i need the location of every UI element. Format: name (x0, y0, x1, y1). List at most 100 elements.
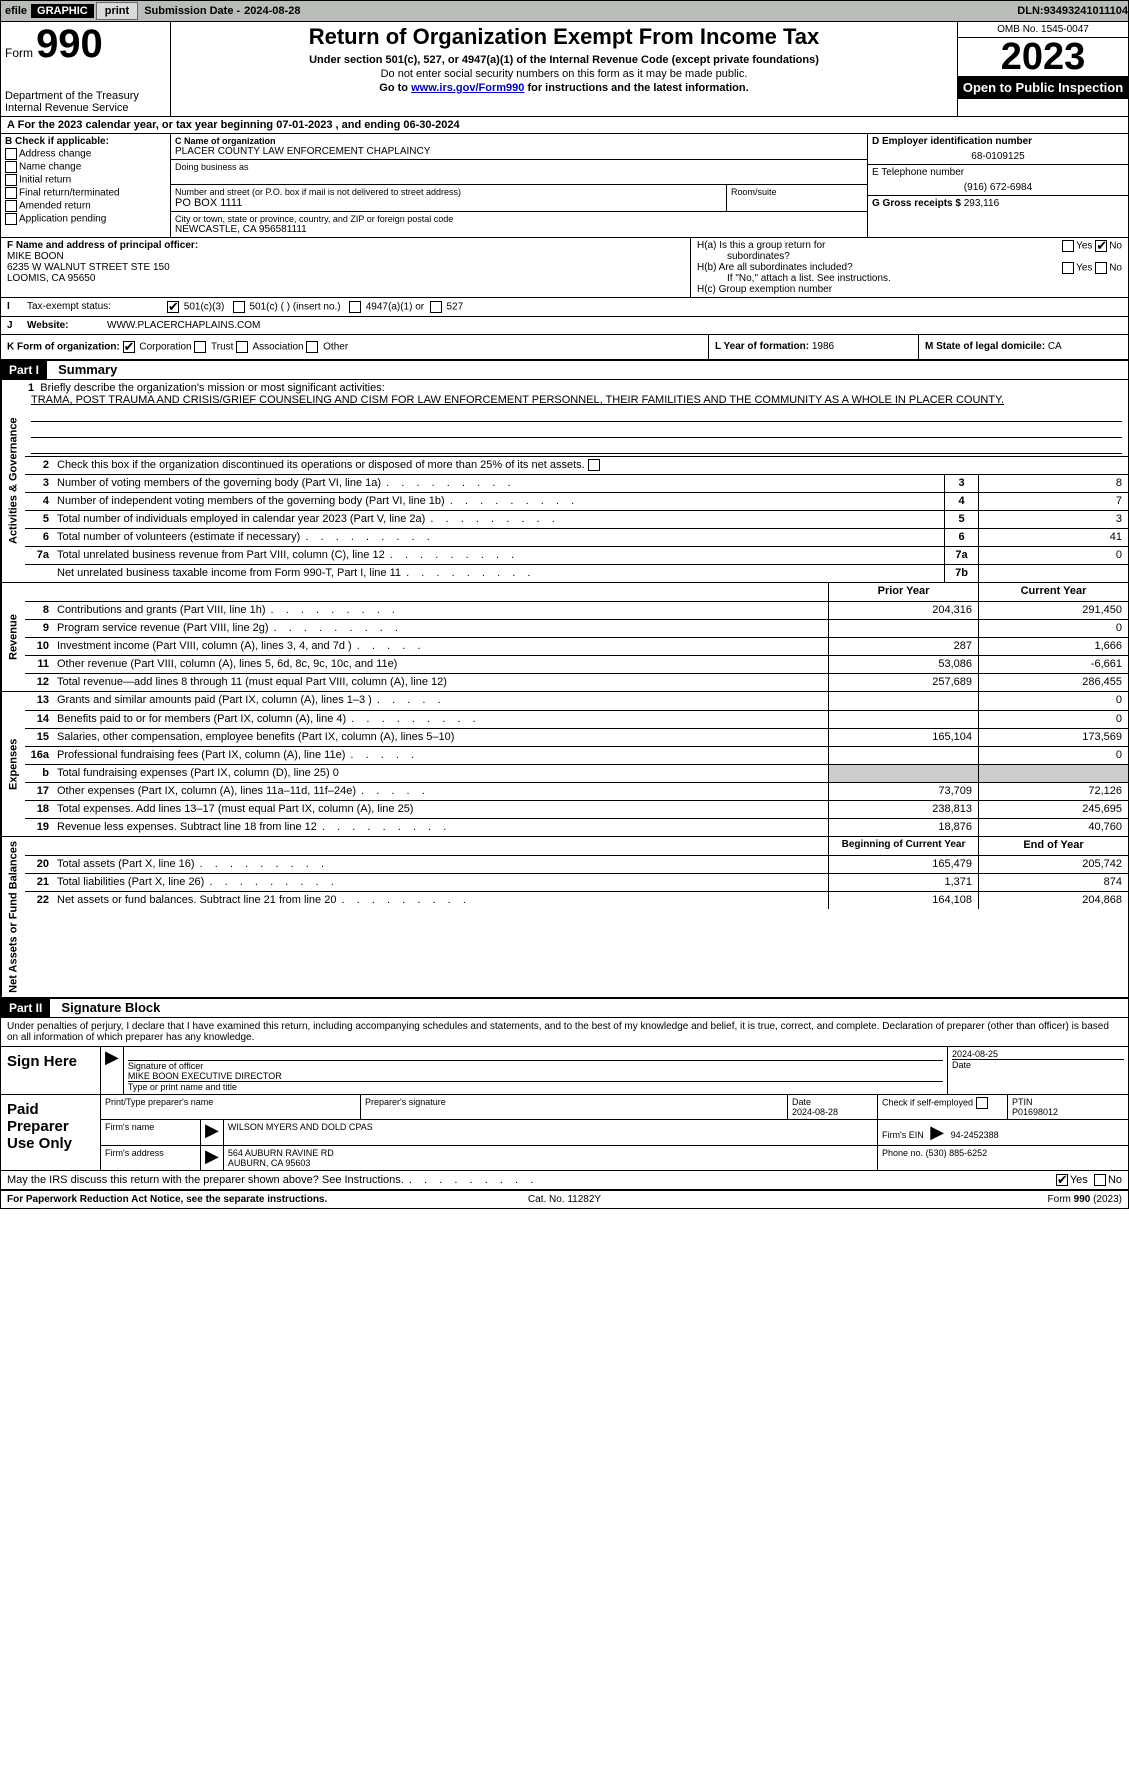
city-label: City or town, state or province, country… (175, 214, 863, 224)
line10-curr: 1,666 (978, 638, 1128, 655)
opt-corp: Corporation (139, 342, 191, 353)
chk-discontinued[interactable] (588, 459, 600, 471)
firm-ein-value: 94-2452388 (951, 1130, 999, 1140)
chk-trust[interactable] (194, 341, 206, 353)
ha-yes-chk[interactable] (1062, 240, 1074, 252)
ha-yes: Yes (1076, 241, 1092, 252)
firm-addr-1: 564 AUBURN RAVINE RD (228, 1148, 873, 1158)
line3-text: Number of voting members of the governin… (53, 475, 944, 492)
irs-link[interactable]: www.irs.gov/Form990 (411, 82, 524, 94)
line4-text: Number of independent voting members of … (53, 493, 944, 510)
discuss-yes-chk[interactable] (1056, 1174, 1068, 1186)
paid-preparer-label: Paid Preparer Use Only (1, 1095, 101, 1170)
line11-prior: 53,086 (828, 656, 978, 673)
year-formation-value: 1986 (812, 341, 834, 352)
line22-text: Net assets or fund balances. Subtract li… (53, 892, 828, 909)
print-button[interactable]: print (96, 2, 138, 20)
opt-initial-return: Initial return (19, 175, 71, 186)
dba-label: Doing business as (175, 162, 863, 172)
box-b: B Check if applicable: Address change Na… (1, 134, 171, 237)
part1-num: Part I (1, 361, 47, 379)
chk-address-change[interactable] (5, 148, 17, 160)
addr-value: PO BOX 1111 (175, 197, 722, 209)
ssn-note: Do not enter social security numbers on … (177, 68, 951, 80)
line17-text: Other expenses (Part IX, column (A), lin… (53, 783, 828, 800)
chk-assoc[interactable] (236, 341, 248, 353)
section-expenses: Expenses 13Grants and similar amounts pa… (1, 692, 1128, 837)
section-activities-governance: Activities & Governance 1 Briefly descri… (1, 380, 1128, 583)
phone-value: (916) 672-6984 (872, 182, 1124, 193)
chk-4947[interactable] (349, 301, 361, 313)
line10-prior: 287 (828, 638, 978, 655)
chk-corp[interactable] (123, 341, 135, 353)
line22-prior: 164,108 (828, 892, 978, 909)
line21-text: Total liabilities (Part X, line 26) (53, 874, 828, 891)
chk-name-change[interactable] (5, 161, 17, 173)
officer-label: F Name and address of principal officer: (7, 240, 684, 251)
line7b-val (978, 565, 1128, 582)
opt-name-change: Name change (19, 162, 81, 173)
officer-typed: MIKE BOON EXECUTIVE DIRECTOR (128, 1071, 943, 1082)
efile-label: efile (1, 5, 31, 17)
chk-501c3[interactable] (167, 301, 179, 313)
website-value: WWW.PLACERCHAPLAINS.COM (101, 317, 266, 334)
discuss-no-chk[interactable] (1094, 1174, 1106, 1186)
chk-initial-return[interactable] (5, 174, 17, 186)
firm-phone-label: Phone no. (882, 1148, 923, 1158)
org-name-label: C Name of organization (175, 136, 863, 146)
hdr-current: Current Year (978, 583, 1128, 601)
chk-final-return[interactable] (5, 187, 17, 199)
footer-left: For Paperwork Reduction Act Notice, see … (7, 1194, 379, 1205)
firm-name-label: Firm's name (101, 1120, 201, 1145)
chk-amended-return[interactable] (5, 200, 17, 212)
line14-text: Benefits paid to or for members (Part IX… (53, 711, 828, 728)
opt-527: 527 (446, 302, 463, 313)
line20-curr: 205,742 (978, 856, 1128, 873)
prep-date-label: Date (792, 1097, 873, 1107)
line5-val: 3 (978, 511, 1128, 528)
hb-note: If "No," attach a list. See instructions… (697, 273, 1122, 284)
ha-sub: subordinates? (697, 251, 1122, 262)
line9-text: Program service revenue (Part VIII, line… (53, 620, 828, 637)
section-fh: F Name and address of principal officer:… (1, 238, 1128, 298)
side-rev: Revenue (1, 583, 25, 691)
chk-application-pending[interactable] (5, 213, 17, 225)
chk-527[interactable] (430, 301, 442, 313)
line21-prior: 1,371 (828, 874, 978, 891)
form-subtitle: Under section 501(c), 527, or 4947(a)(1)… (177, 54, 951, 66)
discuss-yes: Yes (1070, 1174, 1088, 1186)
part2-num: Part II (1, 999, 50, 1017)
hdr-boy: Beginning of Current Year (828, 837, 978, 855)
hdr-prior: Prior Year (828, 583, 978, 601)
line-a-tax-year: A For the 2023 calendar year, or tax yea… (1, 117, 1128, 134)
hb-no-chk[interactable] (1095, 262, 1107, 274)
side-ag: Activities & Governance (1, 380, 25, 582)
self-employed-label: Check if self-employed (882, 1097, 973, 1107)
ha-no-chk[interactable] (1095, 240, 1107, 252)
firm-name: WILSON MYERS AND DOLD CPAS (224, 1120, 878, 1145)
officer-name: MIKE BOON (7, 251, 684, 262)
line9-curr: 0 (978, 620, 1128, 637)
line17-curr: 72,126 (978, 783, 1128, 800)
goto-pre: Go to (379, 82, 411, 94)
dept-line-2: Internal Revenue Service (5, 102, 166, 114)
website-label: Website: (21, 317, 101, 334)
line13-prior (828, 692, 978, 710)
chk-501c[interactable] (233, 301, 245, 313)
gross-receipts-value: 293,116 (964, 198, 999, 209)
line15-text: Salaries, other compensation, employee b… (53, 729, 828, 746)
hb-yes-chk[interactable] (1062, 262, 1074, 274)
line16b-text: Total fundraising expenses (Part IX, col… (53, 765, 828, 782)
prep-sig-label: Preparer's signature (365, 1097, 783, 1107)
line18-text: Total expenses. Add lines 13–17 (must eq… (53, 801, 828, 818)
chk-self-employed[interactable] (976, 1097, 988, 1109)
chk-other[interactable] (306, 341, 318, 353)
line5-text: Total number of individuals employed in … (53, 511, 944, 528)
box-c: C Name of organization PLACER COUNTY LAW… (171, 134, 868, 237)
footer-right: Form 990 (2023) (750, 1194, 1122, 1205)
form-word: Form (5, 46, 33, 60)
opt-trust: Trust (211, 342, 233, 353)
discuss-no: No (1108, 1174, 1122, 1186)
paid-preparer-block: Paid Preparer Use Only Print/Type prepar… (1, 1095, 1128, 1171)
hb-label: H(b) Are all subordinates included? (697, 262, 853, 273)
